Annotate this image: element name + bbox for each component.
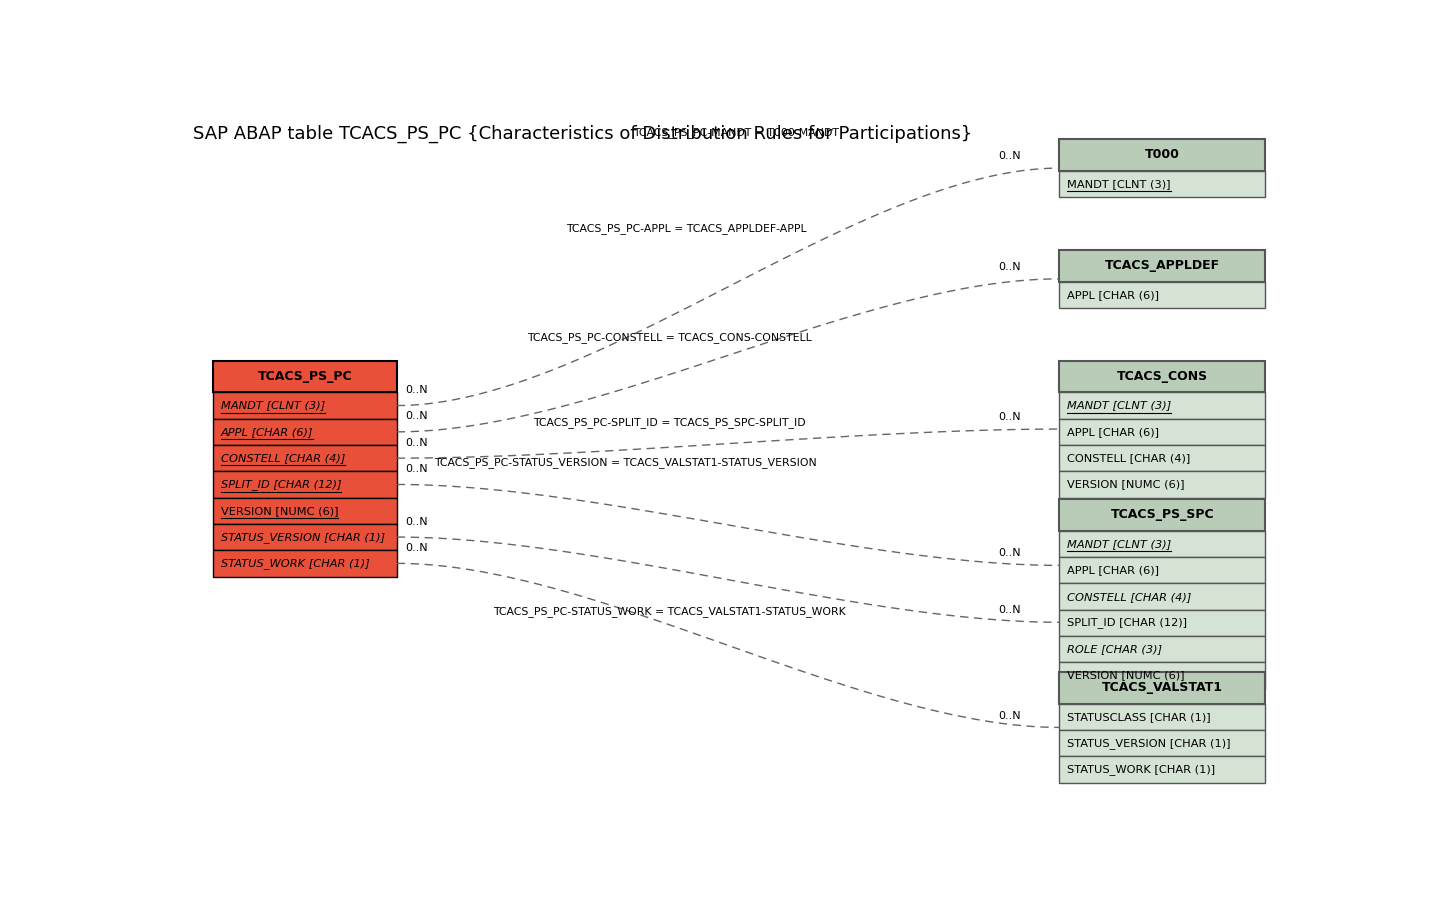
Text: TCACS_PS_PC-STATUS_WORK = TCACS_VALSTAT1-STATUS_WORK: TCACS_PS_PC-STATUS_WORK = TCACS_VALSTAT1… bbox=[493, 606, 846, 617]
Bar bbox=[1059, 672, 1266, 704]
Bar bbox=[1059, 610, 1266, 636]
Text: 0..N: 0..N bbox=[999, 262, 1020, 271]
Text: 0..N: 0..N bbox=[405, 543, 428, 553]
Text: 0..N: 0..N bbox=[999, 605, 1020, 615]
Text: SPLIT_ID [CHAR (12)]: SPLIT_ID [CHAR (12)] bbox=[1068, 618, 1187, 628]
Text: APPL [CHAR (6)]: APPL [CHAR (6)] bbox=[1068, 289, 1160, 299]
Text: TCACS_PS_SPC: TCACS_PS_SPC bbox=[1111, 509, 1214, 521]
Text: APPL [CHAR (6)]: APPL [CHAR (6)] bbox=[1068, 565, 1160, 575]
Text: TCACS_PS_PC-CONSTELL = TCACS_CONS-CONSTELL: TCACS_PS_PC-CONSTELL = TCACS_CONS-CONSTE… bbox=[527, 333, 812, 343]
Bar bbox=[1059, 704, 1266, 730]
Bar bbox=[213, 360, 397, 392]
Text: APPL [CHAR (6)]: APPL [CHAR (6)] bbox=[221, 427, 313, 437]
Text: 0..N: 0..N bbox=[999, 548, 1020, 558]
Text: STATUS_WORK [CHAR (1)]: STATUS_WORK [CHAR (1)] bbox=[1068, 764, 1216, 775]
Text: TCACS_PS_PC-MANDT = T000-MANDT: TCACS_PS_PC-MANDT = T000-MANDT bbox=[634, 127, 839, 138]
Text: MANDT [CLNT (3)]: MANDT [CLNT (3)] bbox=[1068, 539, 1171, 549]
Text: TCACS_CONS: TCACS_CONS bbox=[1117, 370, 1209, 383]
Bar bbox=[1059, 171, 1266, 197]
Text: STATUS_VERSION [CHAR (1)]: STATUS_VERSION [CHAR (1)] bbox=[221, 531, 385, 542]
Bar bbox=[1059, 281, 1266, 308]
Bar bbox=[1059, 392, 1266, 419]
Text: 0..N: 0..N bbox=[999, 710, 1020, 720]
Text: 0..N: 0..N bbox=[405, 385, 428, 396]
Bar bbox=[1059, 499, 1266, 530]
Bar bbox=[213, 524, 397, 550]
Bar bbox=[213, 445, 397, 471]
Text: TCACS_PS_PC-APPL = TCACS_APPLDEF-APPL: TCACS_PS_PC-APPL = TCACS_APPLDEF-APPL bbox=[566, 224, 806, 235]
Text: TCACS_PS_PC: TCACS_PS_PC bbox=[257, 370, 352, 383]
Text: STATUSCLASS [CHAR (1)]: STATUSCLASS [CHAR (1)] bbox=[1068, 712, 1211, 722]
Text: 0..N: 0..N bbox=[405, 438, 428, 448]
Text: 0..N: 0..N bbox=[405, 464, 428, 474]
Text: STATUS_WORK [CHAR (1)]: STATUS_WORK [CHAR (1)] bbox=[221, 558, 369, 569]
Text: MANDT [CLNT (3)]: MANDT [CLNT (3)] bbox=[1068, 179, 1171, 189]
Text: SAP ABAP table TCACS_PS_PC {Characteristics of Distribution Rules for Participat: SAP ABAP table TCACS_PS_PC {Characterist… bbox=[193, 125, 973, 144]
Text: APPL [CHAR (6)]: APPL [CHAR (6)] bbox=[1068, 427, 1160, 437]
Text: TCACS_PS_PC-STATUS_VERSION = TCACS_VALSTAT1-STATUS_VERSION: TCACS_PS_PC-STATUS_VERSION = TCACS_VALST… bbox=[434, 458, 816, 468]
Text: 0..N: 0..N bbox=[405, 412, 428, 422]
Text: T000: T000 bbox=[1145, 148, 1180, 162]
Text: CONSTELL [CHAR (4)]: CONSTELL [CHAR (4)] bbox=[221, 453, 345, 463]
Bar bbox=[1059, 419, 1266, 445]
Text: VERSION [NUMC (6)]: VERSION [NUMC (6)] bbox=[1068, 671, 1184, 681]
Text: VERSION [NUMC (6)]: VERSION [NUMC (6)] bbox=[1068, 479, 1184, 489]
Bar bbox=[1059, 557, 1266, 583]
Text: TCACS_VALSTAT1: TCACS_VALSTAT1 bbox=[1102, 681, 1223, 694]
Bar bbox=[1059, 471, 1266, 498]
Text: MANDT [CLNT (3)]: MANDT [CLNT (3)] bbox=[1068, 401, 1171, 411]
Text: STATUS_VERSION [CHAR (1)]: STATUS_VERSION [CHAR (1)] bbox=[1068, 738, 1230, 749]
Bar bbox=[1059, 636, 1266, 663]
Bar bbox=[213, 419, 397, 445]
Bar bbox=[1059, 360, 1266, 392]
Text: 0..N: 0..N bbox=[999, 412, 1020, 423]
Text: MANDT [CLNT (3)]: MANDT [CLNT (3)] bbox=[221, 401, 325, 411]
Text: TCACS_PS_PC-SPLIT_ID = TCACS_PS_SPC-SPLIT_ID: TCACS_PS_PC-SPLIT_ID = TCACS_PS_SPC-SPLI… bbox=[533, 417, 806, 428]
Bar bbox=[1059, 583, 1266, 610]
Bar bbox=[1059, 445, 1266, 471]
Text: ROLE [CHAR (3)]: ROLE [CHAR (3)] bbox=[1068, 645, 1163, 654]
Bar bbox=[1059, 663, 1266, 689]
Text: 0..N: 0..N bbox=[999, 151, 1020, 161]
Bar bbox=[1059, 530, 1266, 557]
Bar bbox=[213, 498, 397, 524]
Text: VERSION [NUMC (6)]: VERSION [NUMC (6)] bbox=[221, 506, 338, 516]
Text: CONSTELL [CHAR (4)]: CONSTELL [CHAR (4)] bbox=[1068, 453, 1190, 463]
Bar bbox=[1059, 756, 1266, 783]
Text: CONSTELL [CHAR (4)]: CONSTELL [CHAR (4)] bbox=[1068, 592, 1191, 601]
Text: SPLIT_ID [CHAR (12)]: SPLIT_ID [CHAR (12)] bbox=[221, 479, 342, 490]
Bar bbox=[1059, 139, 1266, 171]
Bar bbox=[1059, 730, 1266, 756]
Bar bbox=[213, 392, 397, 419]
Text: TCACS_APPLDEF: TCACS_APPLDEF bbox=[1105, 259, 1220, 272]
Bar bbox=[213, 471, 397, 498]
Bar bbox=[1059, 250, 1266, 281]
Text: 0..N: 0..N bbox=[405, 517, 428, 527]
Bar bbox=[213, 550, 397, 576]
